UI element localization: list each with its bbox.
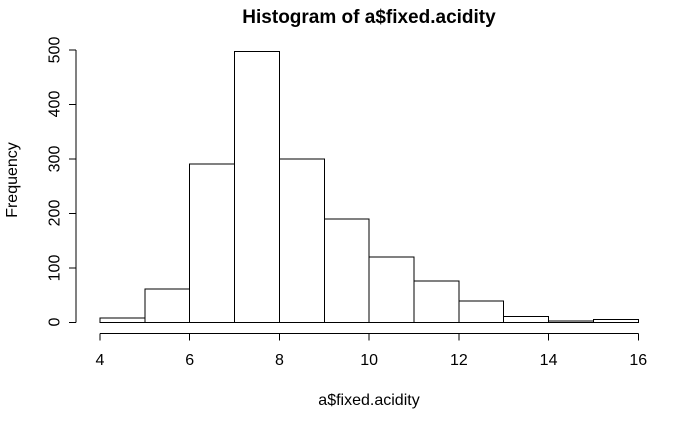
histogram-bar bbox=[503, 315, 550, 323]
histogram-bar bbox=[189, 163, 236, 323]
histogram-bar bbox=[323, 218, 370, 323]
x-tick-label: 10 bbox=[360, 352, 379, 369]
y-tick-label: 300 bbox=[46, 145, 64, 173]
x-tick-label: 8 bbox=[274, 352, 284, 369]
histogram-bar bbox=[99, 317, 146, 323]
y-tick-label: 200 bbox=[46, 200, 64, 227]
y-tick-label: 500 bbox=[46, 36, 64, 64]
y-tick-label: 100 bbox=[46, 254, 64, 282]
x-tick-label: 16 bbox=[629, 352, 648, 369]
x-tick-label: 4 bbox=[95, 352, 105, 369]
histogram-bar bbox=[368, 256, 415, 323]
histogram-bar bbox=[278, 158, 325, 323]
histogram-bar bbox=[413, 280, 460, 323]
x-tick-label: 6 bbox=[185, 352, 195, 369]
histogram-bar bbox=[234, 51, 280, 323]
histogram-bar bbox=[592, 319, 639, 323]
histogram-bar bbox=[458, 300, 505, 323]
y-tick-label: 0 bbox=[46, 317, 64, 327]
histogram-bar bbox=[144, 288, 191, 323]
y-tick-label: 400 bbox=[46, 91, 64, 118]
x-tick-label: 14 bbox=[539, 352, 558, 369]
x-axis-title: a$fixed.acidity bbox=[318, 392, 420, 409]
histogram-bar bbox=[548, 320, 594, 323]
x-tick-label: 12 bbox=[449, 352, 468, 369]
chart-title: Histogram of a$fixed.acidity bbox=[242, 7, 496, 28]
